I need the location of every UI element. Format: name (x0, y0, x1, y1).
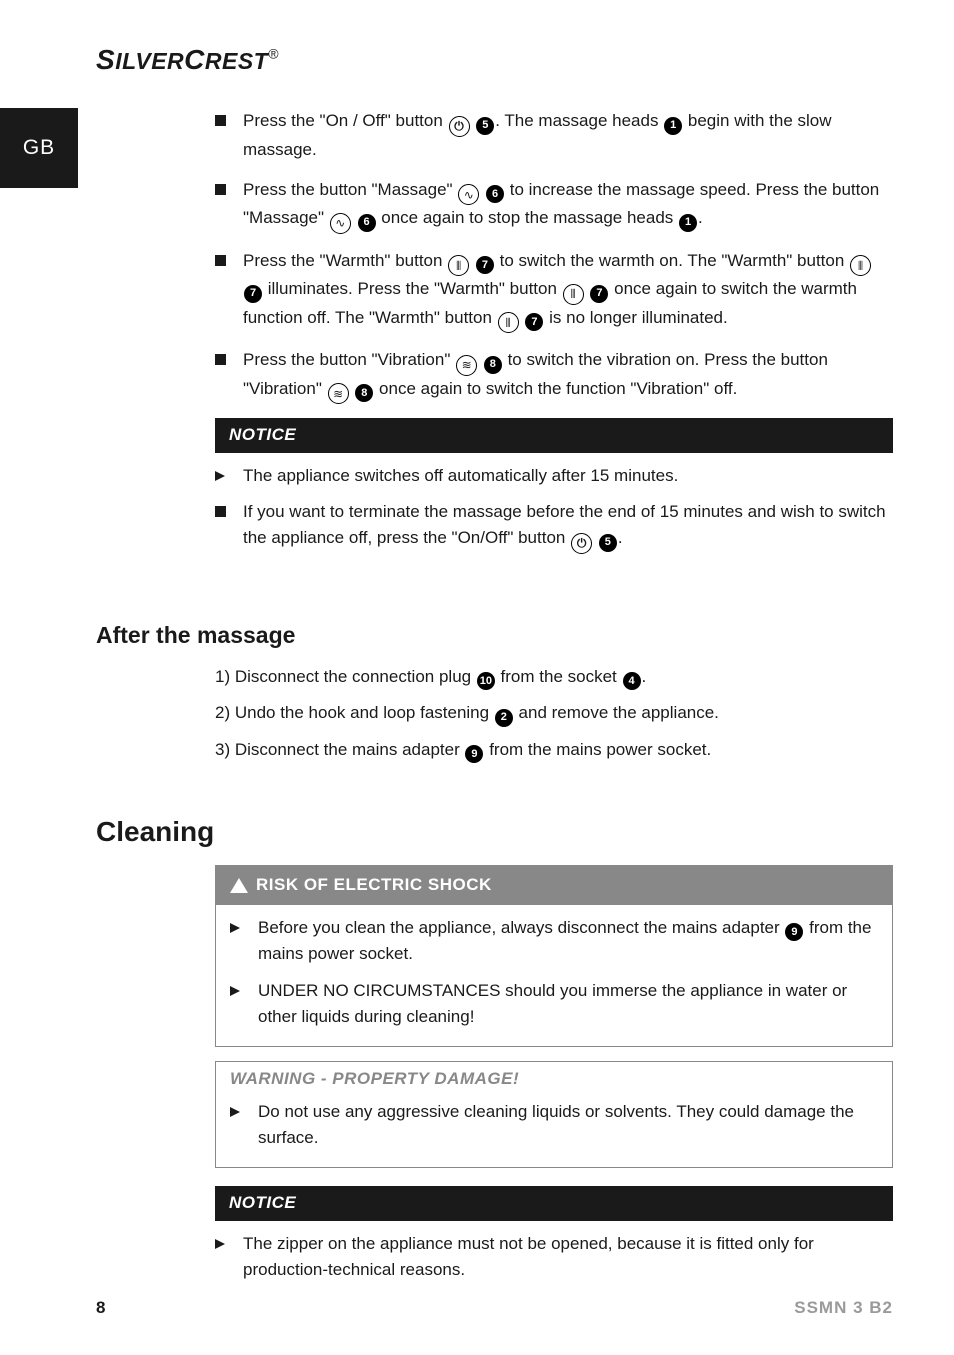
risk-title: RISK OF ELECTRIC SHOCK (256, 872, 492, 898)
text: Press the button "Vibration" (243, 350, 455, 369)
risk-item: Before you clean the appliance, always d… (230, 915, 878, 968)
risk-item: UNDER NO CIRCUMSTANCES should you immers… (230, 978, 878, 1031)
warning-item: Do not use any aggressive cleaning liqui… (230, 1099, 878, 1152)
text: to switch the warmth on. The "Warmth" bu… (495, 251, 849, 270)
ref-10: 10 (477, 672, 495, 690)
text: . (698, 208, 703, 227)
notice2-header: NOTICE (215, 1186, 893, 1220)
text: Press the button "Massage" (243, 180, 457, 199)
ref-7: 7 (476, 256, 494, 274)
massage-icon: ∿ (330, 213, 351, 234)
notice2-box: NOTICE The zipper on the appliance must … (215, 1186, 893, 1299)
text: Press the "Warmth" button (243, 251, 447, 270)
warmth-icon: ⦀ (850, 255, 871, 276)
text: 2) Undo the hook and loop fastening (215, 703, 494, 722)
after-section: After the massage 1) Disconnect the conn… (96, 602, 893, 773)
power-icon: ⏻ (449, 116, 470, 137)
notice2-item: The zipper on the appliance must not be … (215, 1231, 879, 1284)
vibration-icon: ≋ (328, 383, 349, 404)
step-2: 2) Undo the hook and loop fastening 2 an… (215, 700, 893, 727)
text: Press the "On / Off" button (243, 111, 448, 130)
notice-item: If you want to terminate the massage bef… (215, 499, 893, 554)
ref-7: 7 (244, 285, 262, 303)
main-content: Press the "On / Off" button ⏻ 5. The mas… (215, 108, 893, 574)
text: . The massage heads (495, 111, 663, 130)
power-icon: ⏻ (571, 533, 592, 554)
warning-box: WARNING - PROPERTY DAMAGE! Do not use an… (215, 1061, 893, 1168)
risk-header: RISK OF ELECTRIC SHOCK (216, 866, 892, 904)
ref-9: 9 (785, 923, 803, 941)
text: from the socket (496, 667, 622, 686)
text: is no longer illuminated. (544, 308, 727, 327)
warmth-icon: ⦀ (498, 312, 519, 333)
ref-8: 8 (484, 356, 502, 374)
risk-box: RISK OF ELECTRIC SHOCK Before you clean … (215, 865, 893, 1047)
warmth-icon: ⦀ (563, 284, 584, 305)
instruction-item: Press the "Warmth" button ⦀ 7 to switch … (215, 248, 893, 334)
cleaning-heading: Cleaning (96, 810, 893, 853)
step-1: 1) Disconnect the connection plug 10 fro… (215, 664, 893, 691)
text: from the mains power socket. (484, 740, 711, 759)
registered-mark: ® (268, 46, 279, 62)
warning-triangle-icon (230, 878, 248, 893)
ref-1: 1 (679, 214, 697, 232)
text: and remove the appliance. (514, 703, 719, 722)
step-3: 3) Disconnect the mains adapter 9 from t… (215, 737, 893, 764)
cleaning-section: Cleaning RISK OF ELECTRIC SHOCK Before y… (96, 790, 893, 1299)
warning-header: WARNING - PROPERTY DAMAGE! (216, 1062, 892, 1098)
page-footer: 8 SSMN 3 B2 (96, 1295, 893, 1321)
notice-box: The appliance switches off automatically… (215, 453, 893, 574)
text: Before you clean the appliance, always d… (258, 918, 784, 937)
notice-header: NOTICE (215, 418, 893, 452)
ref-2: 2 (495, 709, 513, 727)
warmth-icon: ⦀ (448, 255, 469, 276)
brand-logo: SILVERCREST® (96, 38, 279, 81)
massage-icon: ∿ (458, 184, 479, 205)
ref-1: 1 (664, 117, 682, 135)
text: illuminates. Press the "Warmth" button (263, 279, 562, 298)
text: . (618, 528, 623, 547)
text: 1) Disconnect the connection plug (215, 667, 476, 686)
ref-5: 5 (599, 534, 617, 552)
ref-7: 7 (590, 285, 608, 303)
ref-7: 7 (525, 313, 543, 331)
ref-4: 4 (623, 672, 641, 690)
after-heading: After the massage (96, 618, 893, 654)
model-number: SSMN 3 B2 (794, 1295, 893, 1321)
instruction-item: Press the "On / Off" button ⏻ 5. The mas… (215, 108, 893, 163)
ref-6: 6 (486, 185, 504, 203)
vibration-icon: ≋ (456, 355, 477, 376)
ref-5: 5 (476, 117, 494, 135)
text: If you want to terminate the massage bef… (243, 502, 886, 547)
text: once again to switch the function "Vibra… (374, 379, 737, 398)
language-tab: GB (0, 108, 78, 188)
text: 3) Disconnect the mains adapter (215, 740, 464, 759)
text: once again to stop the massage heads (377, 208, 678, 227)
ref-9: 9 (465, 745, 483, 763)
ref-8: 8 (355, 384, 373, 402)
text: . (642, 667, 647, 686)
notice-item: The appliance switches off automatically… (215, 463, 893, 489)
ref-6: 6 (358, 214, 376, 232)
instruction-item: Press the button "Vibration" ≋ 8 to swit… (215, 347, 893, 404)
page-number: 8 (96, 1295, 105, 1321)
instruction-item: Press the button "Massage" ∿ 6 to increa… (215, 177, 893, 234)
